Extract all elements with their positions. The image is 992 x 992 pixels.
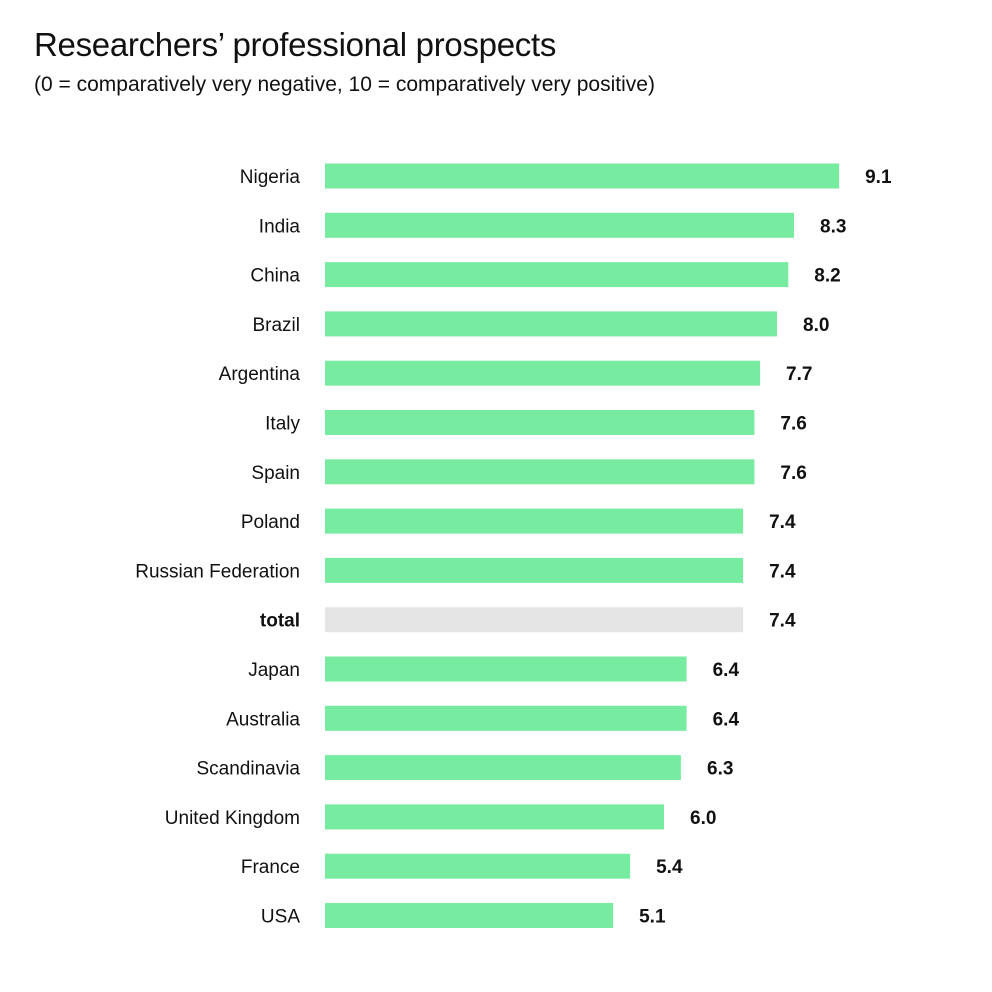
value-label: 8.3 <box>820 216 846 237</box>
category-label: India <box>259 216 301 237</box>
value-label: 6.4 <box>713 709 740 730</box>
bar-united-kingdom <box>325 804 664 830</box>
chart-subtitle: (0 = comparatively very negative, 10 = c… <box>34 73 655 96</box>
bar-argentina <box>325 360 761 386</box>
category-label: Brazil <box>252 315 300 336</box>
category-label: total <box>260 611 300 632</box>
value-label: 6.4 <box>713 660 740 681</box>
category-label: France <box>241 857 300 878</box>
value-label: 7.4 <box>769 611 796 632</box>
value-label: 7.7 <box>786 364 812 385</box>
value-label: 5.1 <box>639 907 666 928</box>
bar-brazil <box>325 311 777 337</box>
bar-china <box>325 262 789 288</box>
value-label: 5.4 <box>656 857 683 878</box>
category-label: Italy <box>265 414 300 435</box>
category-label: Australia <box>226 709 300 730</box>
bar-total <box>325 607 744 633</box>
bar-nigeria <box>325 163 840 189</box>
bar-spain <box>325 459 755 485</box>
value-label: 7.4 <box>769 512 796 533</box>
category-label: Scandinavia <box>196 759 300 780</box>
bar-usa <box>325 903 614 928</box>
value-label: 7.4 <box>769 561 796 582</box>
category-label: USA <box>261 907 300 928</box>
bar-italy <box>325 410 755 435</box>
bar-japan <box>325 656 687 682</box>
value-label: 6.0 <box>690 808 716 829</box>
chart-title: Researchers’ professional prospects <box>34 26 557 63</box>
value-label: 6.3 <box>707 759 733 780</box>
bar-india <box>325 212 794 238</box>
category-label: Poland <box>241 512 300 533</box>
value-label: 7.6 <box>780 414 806 435</box>
value-label: 8.2 <box>814 266 840 287</box>
value-label: 9.1 <box>865 167 892 188</box>
category-label: Spain <box>251 463 300 484</box>
value-label: 7.6 <box>780 463 806 484</box>
bar-scandinavia <box>325 755 681 781</box>
category-label: Russian Federation <box>135 561 300 582</box>
bar-australia <box>325 705 687 731</box>
value-label: 8.0 <box>803 315 829 336</box>
bar-poland <box>325 508 744 534</box>
category-label: United Kingdom <box>165 808 300 829</box>
category-label: Nigeria <box>240 167 301 188</box>
bar-russian-federation <box>325 557 744 583</box>
category-label: Argentina <box>219 364 301 385</box>
bar-france <box>325 853 631 879</box>
category-label: China <box>250 266 300 287</box>
category-label: Japan <box>248 660 300 681</box>
